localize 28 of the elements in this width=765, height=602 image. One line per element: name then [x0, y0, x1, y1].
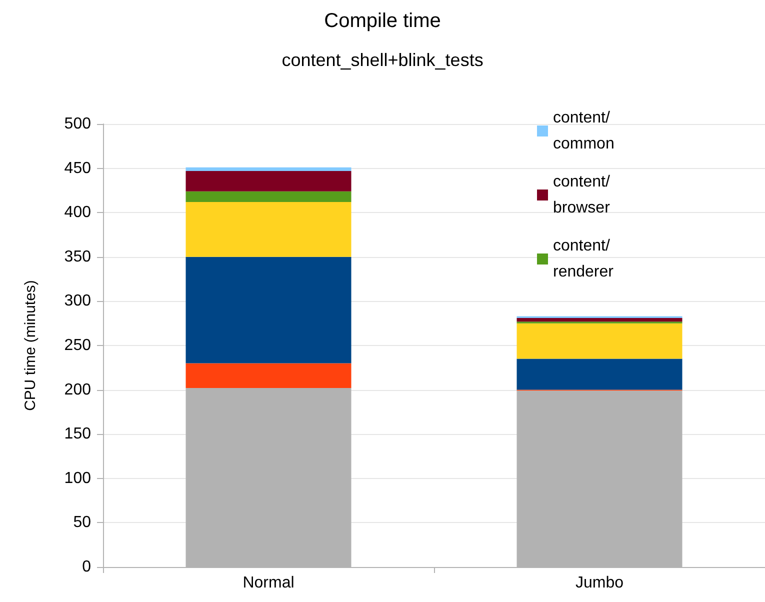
bar	[186, 202, 352, 257]
y-tick-label: 300	[64, 292, 92, 310]
legend-label: content/common	[553, 110, 614, 152]
bar	[186, 170, 352, 192]
y-tick-label: 150	[64, 426, 92, 443]
bar	[186, 363, 352, 388]
bar	[186, 256, 352, 364]
y-tick-label: 250	[64, 337, 92, 354]
chart-title: Compile time	[324, 10, 441, 32]
y-tick-label: 350	[64, 248, 92, 266]
x-tick-label: Jumbo	[575, 574, 624, 592]
bar	[186, 191, 352, 202]
y-tick-label: 450	[64, 160, 92, 177]
bar	[186, 167, 352, 171]
legend-label: content/renderer	[553, 238, 614, 280]
y-tick-label: 100	[64, 470, 92, 487]
bar	[516, 318, 682, 322]
chart-subtitle: content_shell+blink_tests	[282, 50, 484, 70]
bar	[516, 323, 682, 359]
y-tick-label: 50	[73, 514, 92, 532]
y-tick-label: 400	[64, 204, 92, 222]
y-tick-label: 0	[82, 558, 92, 576]
y-axis-title: CPU time (minutes)	[22, 280, 39, 411]
y-tick-label: 500	[64, 116, 92, 132]
bar	[516, 358, 682, 390]
legend-label: content/browser	[553, 174, 611, 216]
y-tick-label: 200	[64, 381, 92, 398]
x-tick-label: Normal	[242, 574, 294, 592]
